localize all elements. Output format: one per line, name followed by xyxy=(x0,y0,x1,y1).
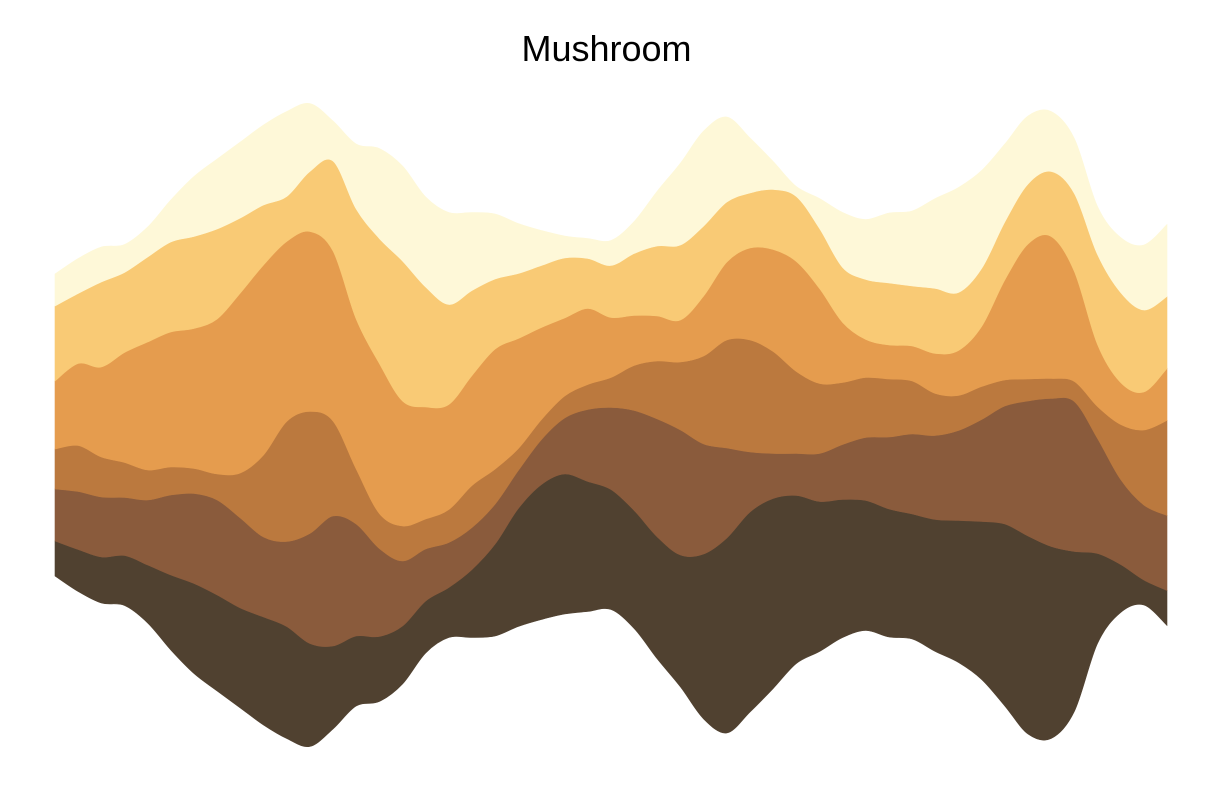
stream-layer-6 xyxy=(54,102,1168,311)
chart-title: Mushroom xyxy=(521,28,692,69)
stream-layers xyxy=(54,102,1168,748)
